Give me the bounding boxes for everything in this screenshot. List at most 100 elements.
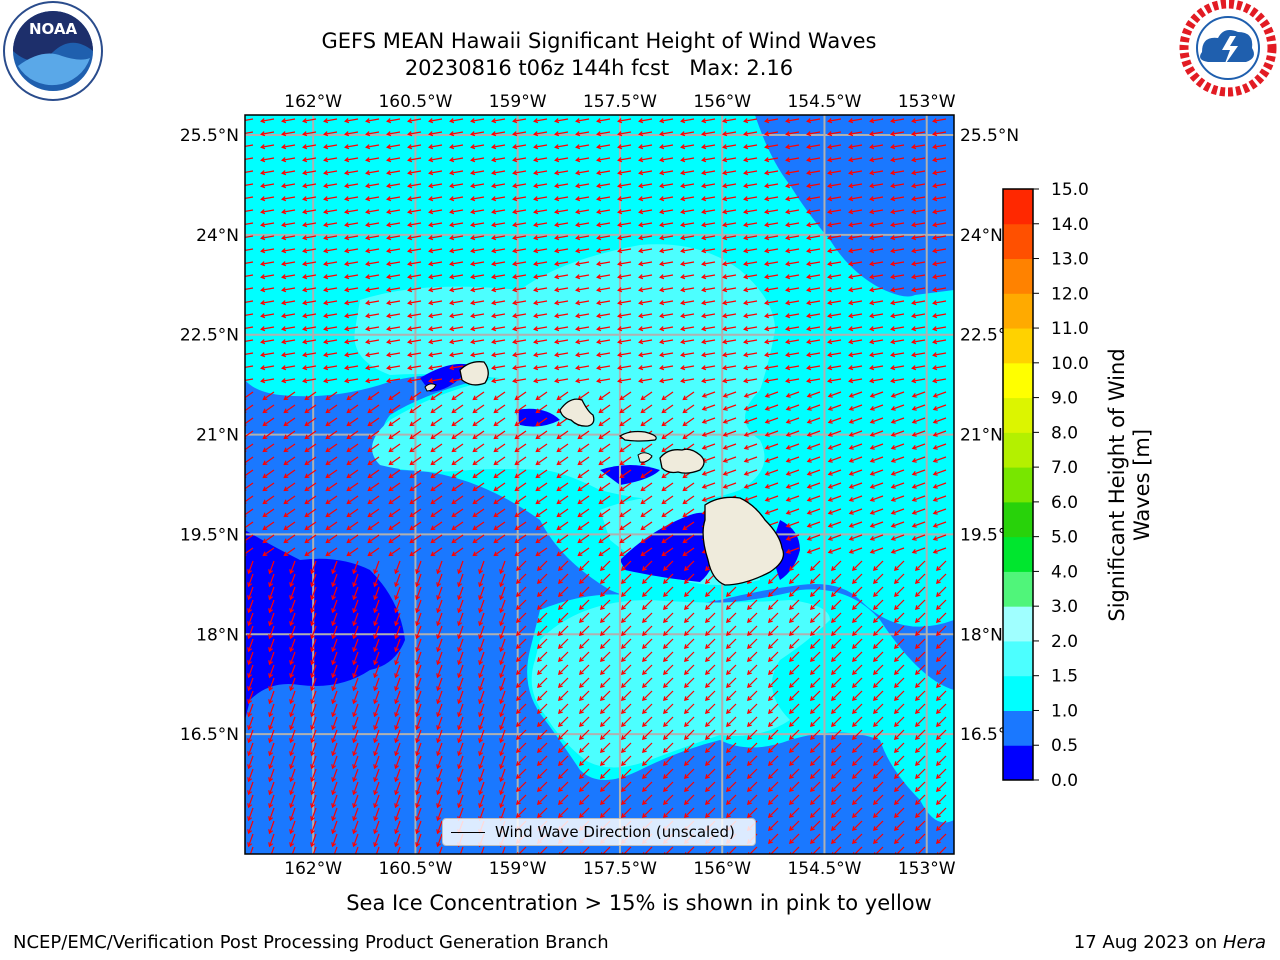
wave-arrow — [366, 352, 380, 356]
wave-arrow-head — [890, 378, 896, 384]
wave-arrow — [516, 638, 527, 649]
wave-arrow — [245, 235, 254, 239]
wave-arrow-head — [449, 326, 455, 332]
wave-arrow-head — [386, 300, 392, 306]
wave-arrow-head — [767, 631, 773, 637]
wave-arrow — [912, 456, 926, 463]
wave-arrow — [429, 287, 443, 291]
wave-arrow — [305, 482, 317, 491]
wave-arrow — [387, 144, 401, 148]
wave-arrow-head — [304, 473, 310, 479]
wave-arrow-head — [617, 196, 623, 202]
wave-arrow — [870, 430, 884, 437]
wave-arrow-head — [428, 287, 434, 293]
wave-arrow — [831, 677, 842, 688]
wave-arrow — [289, 651, 296, 665]
wave-arrow-head — [281, 287, 287, 293]
wave-arrow — [303, 118, 317, 122]
wave-arrow — [702, 183, 716, 187]
wave-arrow-head — [785, 457, 791, 463]
wave-arrow-head — [373, 582, 379, 588]
wave-arrow-head — [302, 274, 308, 280]
wave-arrow — [807, 495, 821, 502]
wave-arrow — [642, 599, 653, 610]
wave-arrow-head — [577, 499, 583, 505]
wave-arrow-head — [935, 696, 941, 702]
wave-arrow — [473, 547, 485, 556]
wave-arrow-head — [911, 548, 917, 554]
wave-arrow — [555, 170, 569, 174]
wave-arrow — [723, 131, 737, 135]
wave-arrow — [663, 612, 674, 623]
wave-arrow — [268, 755, 275, 769]
wave-arrow-head — [596, 196, 602, 202]
wave-arrow — [284, 547, 296, 556]
wave-arrow-head — [932, 483, 938, 489]
wave-arrow — [828, 287, 842, 291]
wave-arrow — [891, 261, 905, 265]
wave-arrow — [513, 248, 527, 252]
wave-arrow-head — [890, 457, 896, 463]
wave-arrow — [912, 521, 926, 528]
wave-arrow-head — [281, 170, 287, 176]
wave-arrow — [581, 846, 590, 854]
wave-arrow-head — [470, 196, 476, 202]
wave-arrow — [387, 209, 401, 213]
wave-arrow — [303, 274, 317, 278]
wave-arrow-head — [515, 566, 521, 572]
wave-arrow — [912, 404, 926, 411]
wave-arrow — [515, 404, 527, 413]
wave-arrow — [347, 404, 359, 413]
wave-arrow-head — [701, 378, 707, 384]
wave-arrow — [702, 144, 716, 148]
wave-arrow — [891, 495, 905, 502]
wave-arrow — [410, 482, 422, 491]
wave-arrow-head — [536, 657, 542, 663]
wave-arrow — [478, 599, 485, 613]
wave-arrow-head — [932, 287, 938, 293]
wave-arrow — [705, 755, 716, 766]
wave-arrow-head — [806, 118, 812, 124]
wave-arrow-head — [638, 339, 644, 345]
wave-arrow-head — [641, 683, 647, 689]
wave-arrow-head — [304, 538, 310, 544]
wave-arrow-head — [893, 826, 899, 832]
wave-arrow — [303, 365, 317, 369]
wave-arrow-head — [554, 339, 560, 345]
wave-arrow-head — [407, 326, 413, 332]
wave-arrow — [786, 170, 800, 174]
wave-arrow-head — [515, 748, 521, 754]
wave-arrow — [915, 586, 926, 597]
wave-arrow-head — [599, 800, 605, 806]
wave-arrow — [431, 456, 443, 465]
wave-arrow-head — [499, 595, 505, 601]
wave-arrow-head — [659, 196, 665, 202]
wave-arrow-head — [932, 248, 938, 254]
wave-arrow — [597, 378, 611, 382]
wave-arrow — [394, 729, 401, 743]
wave-arrow-head — [302, 287, 308, 293]
wave-arrow-head — [557, 774, 563, 780]
wave-arrow — [415, 755, 422, 769]
wave-arrow — [621, 716, 632, 727]
wave-arrow — [436, 638, 443, 652]
wave-arrow — [831, 599, 842, 610]
wave-arrow-head — [617, 352, 623, 358]
wave-arrow-head — [661, 408, 667, 414]
wave-arrow — [852, 664, 863, 675]
footer-credit: NCEP/EMC/Verification Post Processing Pr… — [13, 932, 609, 953]
wave-arrow — [352, 703, 359, 717]
wave-arrow — [579, 703, 590, 714]
wave-field-0-0.5-oahu — [515, 408, 560, 427]
wave-arrow-head — [554, 326, 560, 332]
wave-arrow-head — [346, 434, 352, 440]
wave-arrow-head — [848, 496, 854, 502]
wave-arrow-head — [641, 774, 647, 780]
wave-arrow — [621, 638, 632, 649]
wave-arrow — [933, 443, 947, 450]
wave-arrow-head — [932, 509, 938, 515]
wave-arrow-head — [248, 855, 252, 859]
wave-arrow-head — [451, 499, 457, 505]
wave-arrow-head — [536, 696, 542, 702]
wave-arrow-head — [806, 431, 812, 437]
